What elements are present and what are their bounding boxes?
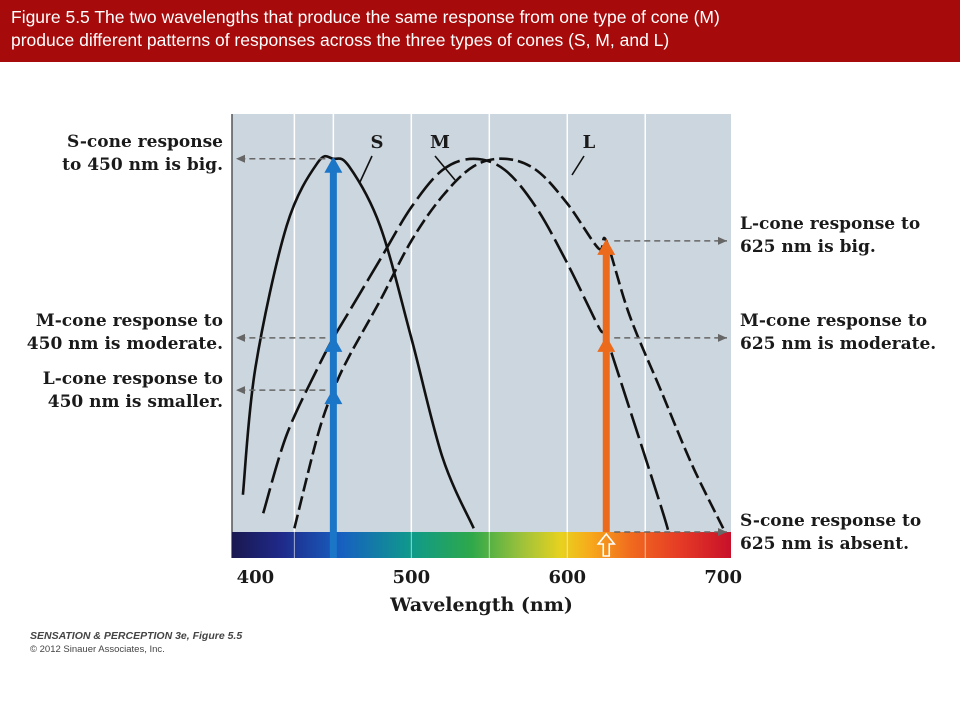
caption-line-2: produce different patterns of responses … — [11, 30, 670, 50]
wavelength-arrow-head-450 — [324, 156, 343, 173]
left-dashed-arrow-head — [236, 154, 245, 163]
caption-line-1: Figure 5.5 The two wavelengths that prod… — [11, 7, 720, 27]
cone-response-chart: S M L S-cone response to 450 nm is big. M-con… — [27, 114, 936, 616]
right-annotation-text: S-cone response to — [740, 511, 921, 531]
credit-copyright: © 2012 Sinauer Associates, Inc. — [30, 644, 165, 655]
right-dashed-arrow-head — [718, 236, 727, 245]
curve-label-l: L — [583, 132, 596, 153]
plot-background — [232, 114, 731, 532]
right-dashed-arrow-head — [718, 333, 727, 342]
curve-label-leader — [571, 155, 585, 176]
spectrum-bar — [232, 532, 731, 558]
left-dashed-arrow-head — [236, 333, 245, 342]
right-annotation-text: 625 nm is moderate. — [740, 334, 936, 354]
curve-label-leader — [359, 155, 373, 183]
curve-label-m: M — [430, 132, 450, 153]
right-annotation-text: M-cone response to — [740, 311, 927, 331]
left-annotation-text: 450 nm is smaller. — [48, 392, 223, 412]
wavelength-arrow-head-450 — [324, 335, 343, 352]
wavelength-arrow-head-450 — [324, 388, 343, 405]
curve-l — [293, 157, 725, 529]
left-annotation-text: S-cone response — [67, 132, 223, 152]
figure-caption-banner: Figure 5.5 The two wavelengths that prod… — [0, 0, 960, 62]
wavelength-arrow-head-625 — [597, 238, 616, 255]
credit-source: SENSATION & PERCEPTION 3e, Figure 5.5 — [30, 630, 243, 642]
right-annotation-text: 625 nm is big. — [740, 237, 876, 257]
x-tick-label: 700 — [704, 567, 742, 588]
x-axis-label: Wavelength (nm) — [389, 594, 573, 616]
curve-s — [241, 154, 475, 529]
right-dashed-arrow-head — [718, 528, 727, 536]
left-dashed-arrow-head — [236, 386, 245, 395]
figure-credit: SENSATION & PERCEPTION 3e, Figure 5.5 © … — [30, 630, 242, 655]
x-tick-label: 400 — [237, 567, 275, 588]
left-annotation-text: 450 nm is moderate. — [27, 334, 223, 354]
curve-label-leader — [434, 155, 456, 181]
x-tick-label: 500 — [393, 567, 431, 588]
x-tick-label: 600 — [548, 567, 586, 588]
left-annotation-text: M-cone response to — [36, 311, 223, 331]
wavelength-arrow-head-625 — [597, 335, 616, 352]
left-annotation-text: to 450 nm is big. — [62, 155, 223, 175]
left-annotation-text: L-cone response to — [43, 369, 223, 389]
wavelength-arrow-absent-625 — [596, 532, 616, 557]
right-annotation-text: 625 nm is absent. — [740, 534, 909, 554]
right-annotation-text: L-cone response to — [740, 214, 920, 234]
curve-label-s: S — [371, 132, 384, 153]
